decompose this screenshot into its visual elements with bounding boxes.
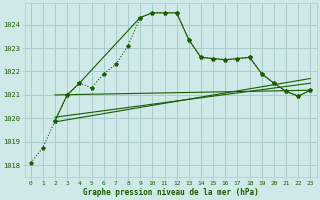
X-axis label: Graphe pression niveau de la mer (hPa): Graphe pression niveau de la mer (hPa) bbox=[83, 188, 259, 197]
